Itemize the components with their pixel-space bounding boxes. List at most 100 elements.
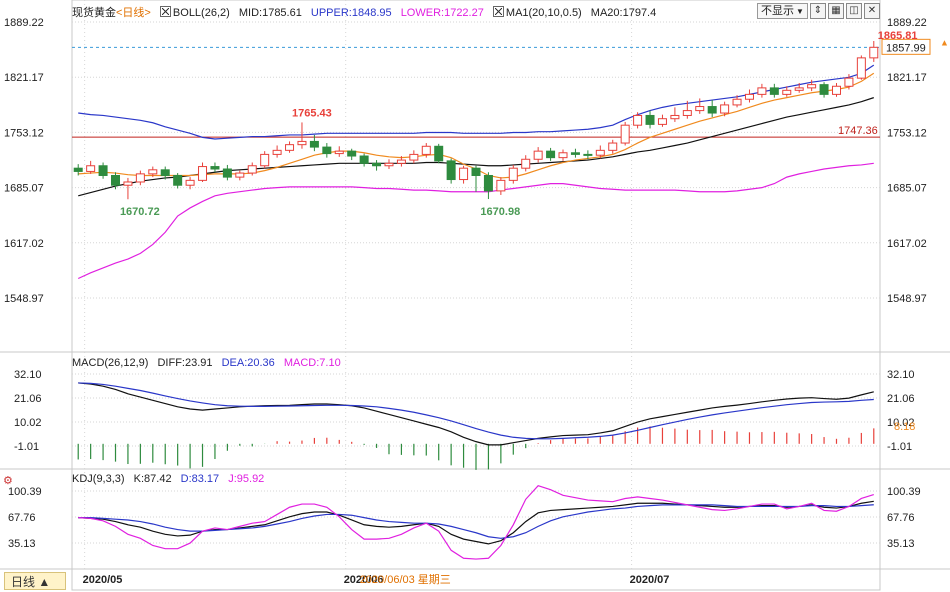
price-tick-right: 1889.22 xyxy=(887,17,927,29)
boll-mid-value: MID:1785.61 xyxy=(238,7,302,19)
candle-body xyxy=(819,84,829,95)
candle-body xyxy=(720,104,730,114)
kdj-tick-left: 67.76 xyxy=(8,512,36,524)
ma20-value: MA20:1797.4 xyxy=(590,7,657,19)
x-tick-label: 2020/05 xyxy=(83,574,123,586)
symbol-name: 现货黄金 xyxy=(72,7,116,19)
boll-checkbox-icon[interactable] xyxy=(159,6,171,17)
boll-mid-line xyxy=(78,97,874,197)
candle-body xyxy=(695,106,705,112)
macd-tick-right: 10.02 xyxy=(887,417,915,429)
ma-label[interactable]: MA1(20,10,0.5) xyxy=(492,6,582,19)
kdj-k-value: K:87.42 xyxy=(133,473,172,485)
candle-body xyxy=(173,174,183,186)
candle-body xyxy=(322,146,332,155)
boll-label[interactable]: BOLL(26,2) xyxy=(159,6,230,19)
arrow-up-down-icon[interactable]: ⇕ xyxy=(809,3,826,19)
plot-frame xyxy=(71,0,881,591)
dropdown-arrow-icon: ▼ xyxy=(796,7,804,16)
low-annotation: 1670.98 xyxy=(480,206,520,218)
candle-body xyxy=(595,149,605,156)
current-price-box xyxy=(881,38,931,55)
candle-body xyxy=(508,167,518,181)
candle-body xyxy=(421,145,431,155)
candle-body xyxy=(707,106,717,114)
ma-checkbox-icon[interactable] xyxy=(492,6,504,17)
kdj-d-line xyxy=(78,504,874,539)
candle-body xyxy=(359,155,369,164)
candle-body xyxy=(334,150,344,155)
candle-body xyxy=(521,158,531,169)
candle-body xyxy=(670,114,680,120)
close-icon[interactable]: ✕ xyxy=(863,3,880,19)
macd-tick-right: -1.01 xyxy=(887,441,912,453)
candle-body xyxy=(372,162,382,167)
candle-body xyxy=(794,87,804,91)
price-tick-left: 1617.02 xyxy=(4,238,44,250)
candle-body xyxy=(570,152,580,155)
kdj-j-value: J:95.92 xyxy=(228,473,265,485)
price-tick-left: 1889.22 xyxy=(4,17,44,29)
macd-tick-left: -1.01 xyxy=(14,441,39,453)
candle-body xyxy=(807,84,817,89)
price-tick-left: 1821.17 xyxy=(4,72,44,84)
candle-body xyxy=(620,124,630,144)
kdj-d-value: D:83.17 xyxy=(180,473,220,485)
boll-upper-value: UPPER:1848.95 xyxy=(310,7,392,19)
candle-body xyxy=(782,89,792,95)
macd-last-value: 8.18 xyxy=(894,421,915,433)
x-tick-label: 2020/06 xyxy=(344,574,384,586)
macd-diff-line xyxy=(78,382,874,446)
candle-body xyxy=(583,153,593,156)
candle-body xyxy=(148,169,158,175)
kdj-tick-left: 35.13 xyxy=(8,538,36,550)
candle-body xyxy=(160,169,170,176)
candle-body xyxy=(198,166,208,181)
high-annotation: 1765.43 xyxy=(292,107,332,119)
settings-gear-icon[interactable]: ⚙ xyxy=(3,475,13,487)
period-selector-tab[interactable]: 日线 ▲ xyxy=(4,572,66,590)
candle-body xyxy=(869,46,879,59)
candle-body xyxy=(98,165,108,176)
boll-upper-line xyxy=(78,64,875,140)
period-label[interactable]: <日线> xyxy=(116,7,151,19)
candle-body xyxy=(732,98,742,106)
candle-body xyxy=(210,166,220,170)
grid-icon[interactable]: ▦ xyxy=(827,3,844,19)
candle-body xyxy=(396,159,406,164)
candle-body xyxy=(831,85,841,95)
price-tick-right: 1617.02 xyxy=(887,238,927,250)
candle-body xyxy=(471,167,481,176)
cursor-date-label: 2020/06/03 星期三 xyxy=(360,573,451,586)
candle-body xyxy=(769,87,779,95)
boll-lower-value: LOWER:1722.27 xyxy=(400,7,484,19)
price-tick-right: 1548.97 xyxy=(887,293,927,305)
macd-tick-left: 32.10 xyxy=(14,369,42,381)
layout-icon[interactable]: ◫ xyxy=(845,3,862,19)
high-annotation: 1865.81 xyxy=(878,30,918,42)
price-tick-right: 1821.17 xyxy=(887,72,927,84)
candle-body xyxy=(73,167,83,172)
price-marker-icon: ▲ xyxy=(940,37,949,47)
candle-body xyxy=(309,140,319,148)
candle-body xyxy=(185,179,195,186)
candle-body xyxy=(111,174,121,186)
candle-body xyxy=(633,114,643,126)
candle-body xyxy=(844,77,854,87)
candle-body xyxy=(483,174,493,192)
candle-body xyxy=(682,110,692,116)
kdj-k-line xyxy=(78,500,874,545)
candle-body xyxy=(434,145,444,162)
candle-body xyxy=(86,165,96,172)
x-tick-label: 2020/07 xyxy=(630,574,670,586)
macd-tick-left: 10.02 xyxy=(14,417,42,429)
macd-dea-value: DEA:20.36 xyxy=(221,357,275,369)
hide-indicator-dropdown[interactable]: 不显示 ▼ xyxy=(757,3,808,19)
candle-body xyxy=(496,179,506,192)
macd-dea-line xyxy=(78,382,874,440)
candle-body xyxy=(657,118,667,125)
candle-body xyxy=(446,160,456,181)
candle-body xyxy=(272,149,282,155)
kdj-tick-right: 100.39 xyxy=(887,486,921,498)
